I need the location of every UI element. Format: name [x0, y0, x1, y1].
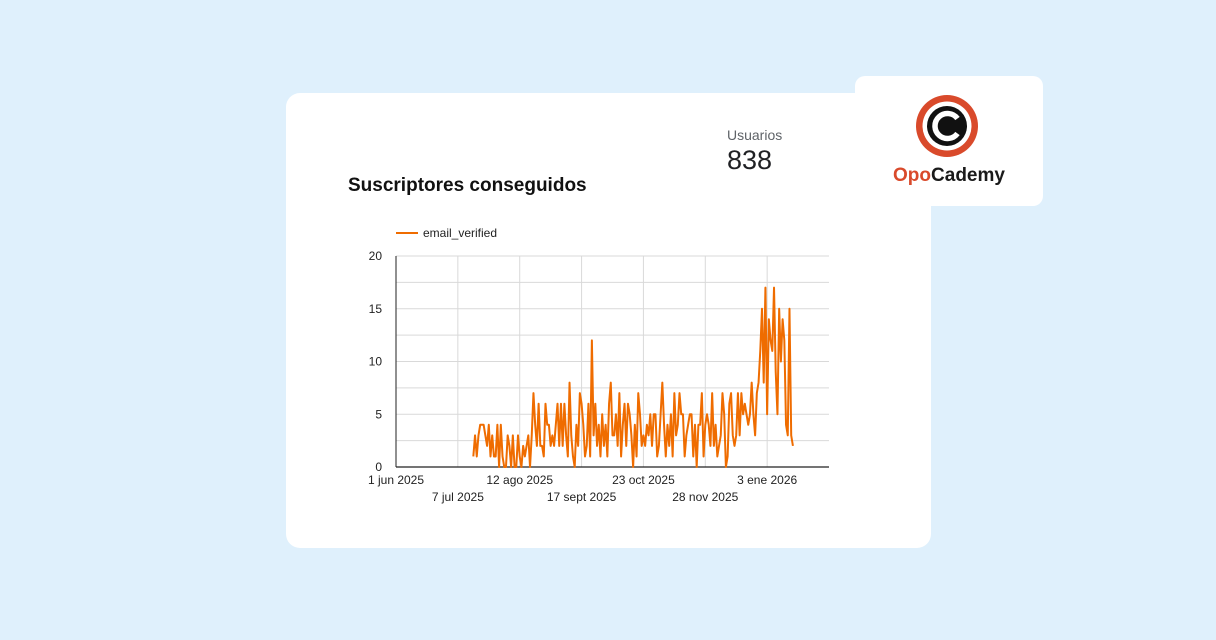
- y-tick-label: 10: [369, 355, 383, 369]
- logo-card: OpoCademy: [855, 76, 1043, 206]
- y-tick-label: 20: [369, 249, 383, 263]
- x-tick-label: 3 ene 2026: [737, 473, 797, 487]
- x-tick-label: 28 nov 2025: [672, 490, 738, 504]
- metric-value: 838: [727, 145, 773, 175]
- logo-text-part2: Cademy: [931, 165, 1005, 186]
- chart-series: [472, 286, 794, 468]
- chart-card: [286, 93, 931, 548]
- metric-label: Usuarios: [727, 127, 783, 143]
- y-tick-label: 0: [375, 460, 382, 474]
- y-tick-label: 5: [375, 407, 382, 421]
- x-tick-label: 12 ago 2025: [486, 473, 553, 487]
- chart-title: Suscriptores conseguidos: [348, 175, 587, 196]
- chart-axes: [395, 256, 829, 468]
- opocademy-logo-icon: [916, 95, 978, 157]
- series-line-email-verified: [472, 286, 794, 468]
- logo-text-part1: Opo: [893, 165, 932, 186]
- x-tick-label: 1 jun 2025: [368, 473, 424, 487]
- x-tick-label: 7 jul 2025: [432, 490, 484, 504]
- x-tick-label: 17 sept 2025: [547, 490, 617, 504]
- logo-wordmark: OpoCademy: [855, 165, 1043, 187]
- y-tick-label: 15: [369, 302, 383, 316]
- x-tick-label: 23 oct 2025: [612, 473, 675, 487]
- chart-legend: email_verified: [396, 226, 497, 240]
- legend-label: email_verified: [423, 226, 497, 240]
